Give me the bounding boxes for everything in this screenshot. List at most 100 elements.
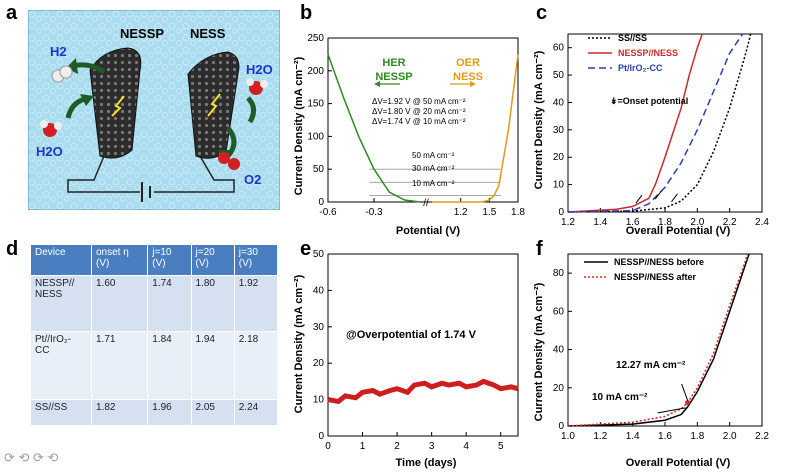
b-l30: 30 mA cm⁻²: [412, 164, 455, 173]
b-dv3: ΔV=1.74 V @ 10 mA cm⁻²: [372, 117, 466, 126]
cell: 1.71: [90, 331, 149, 400]
x-tick-label: 1.2: [561, 217, 575, 228]
f-annot2: 10 mA cm⁻²: [592, 392, 648, 403]
series-line-1: [567, 253, 749, 427]
b-dv2: ΔV=1.80 V @ 20 mA cm⁻²: [372, 107, 466, 116]
cell: 2.05: [190, 399, 235, 426]
cell: 1.84: [147, 331, 192, 400]
x-tick-label: 2: [394, 441, 400, 452]
b-ylabel: Current Density (mA cm⁻²): [293, 56, 305, 195]
x-tick-label: 3: [429, 441, 435, 452]
y-tick-label: 0: [318, 197, 324, 208]
x-tick-label: 2.2: [723, 217, 737, 228]
x-tick-label: 0: [325, 441, 331, 452]
f-xlabel: Overall Potential (V): [626, 457, 731, 469]
oer-arrowhead: [470, 81, 476, 87]
y-tick-label: 40: [553, 97, 565, 108]
y-tick-label: 0: [558, 421, 564, 432]
e-xlabel: Time (days): [396, 457, 457, 469]
y-tick-label: 40: [313, 285, 325, 296]
series-line-2: [567, 33, 744, 213]
f-ylabel: Current Density (mA cm⁻²): [533, 282, 545, 421]
col-j10: j=10 (V): [147, 244, 192, 276]
b-l50: 50 mA cm⁻²: [412, 151, 455, 160]
her-arrowhead: [374, 81, 380, 87]
y-tick-label: 10: [313, 395, 325, 406]
series-line-oer: [432, 54, 519, 203]
cell: 1.96: [147, 399, 192, 426]
cell: 1.94: [190, 331, 235, 400]
y-tick-label: 50: [553, 70, 565, 81]
panel-label-a: a: [6, 2, 18, 24]
c-annotation: ↡=Onset potential: [610, 96, 688, 106]
series-line-0: [567, 33, 752, 213]
b-oer: OER: [456, 57, 480, 69]
y-tick-label: 200: [307, 66, 324, 77]
chart-c: 1.2 1.4 1.6 1.8 2.0 2.2 2.4 0 10 20 30 40 50 60 SS//SS…: [533, 33, 769, 237]
y-tick-label: 40: [553, 345, 565, 356]
label-nessp: NESSP: [120, 26, 164, 41]
cell: 1.80: [190, 275, 235, 332]
cell: 1.92: [233, 275, 279, 332]
e-ylabel: Current Density (mA cm⁻²): [293, 274, 305, 413]
label-h2o-right: H2O: [246, 62, 273, 77]
x-tick-label: 1.2: [593, 431, 607, 442]
x-tick-label: 5: [498, 441, 504, 452]
y-tick-label: 100: [307, 131, 324, 142]
y-tick-label: 50: [313, 164, 325, 175]
y-tick-label: 0: [318, 431, 324, 442]
panel-label-e: e: [300, 238, 312, 260]
panel-label-c: c: [536, 2, 548, 24]
y-tick-label: 30: [313, 322, 325, 333]
cell: 1.60: [90, 275, 149, 332]
col-device: Device: [30, 244, 92, 276]
x-tick-label: 2.0: [723, 431, 737, 442]
y-tick-label: 50: [313, 249, 325, 260]
x-tick-label: 2.2: [755, 431, 769, 442]
label-ness: NESS: [190, 26, 226, 41]
cell: Pt//IrO₂- CC: [30, 331, 92, 400]
series-line-her: [327, 54, 421, 203]
label-o2: O2: [244, 172, 261, 187]
y-tick-label: 60: [553, 306, 565, 317]
onset-arrow: [671, 193, 678, 203]
c-xlabel: Overall Potential (V): [626, 225, 731, 237]
cell: 2.24: [233, 399, 279, 426]
b-dv1: ΔV=1.92 V @ 50 mA cm⁻²: [372, 97, 466, 106]
panel-label-d: d: [6, 238, 19, 260]
nessp-electrode: [89, 47, 142, 159]
x-tick-label: 1: [360, 441, 366, 452]
panel-label-f: f: [536, 238, 543, 260]
legend-label: NESSP//NESS after: [614, 272, 697, 282]
b-her: HER: [382, 57, 405, 69]
watermark: ⟳ ⟲ ⟳ ⟲: [4, 450, 59, 465]
x-tick-label: 1.4: [626, 431, 640, 442]
x-tick-label: 1.6: [658, 431, 672, 442]
y-tick-label: 20: [313, 358, 325, 369]
axis-break: //: [423, 198, 429, 209]
onset-arrow: [635, 194, 643, 204]
x-tick-label: -0.6: [319, 207, 337, 218]
y-tick-label: 60: [553, 43, 565, 54]
device-table: Device onset η (V) j=10 (V) j=20 (V) j=3…: [30, 244, 279, 426]
series-line-0: [327, 378, 519, 405]
annot-arrow-2: [657, 407, 686, 414]
legend-label: NESSP//NESS before: [614, 257, 704, 267]
annot-arrow-1: [681, 383, 689, 401]
panel-label-b: b: [300, 2, 313, 24]
table-row: SS//SS 1.82 1.96 2.05 2.24: [30, 399, 279, 426]
legend-label: SS//SS: [618, 33, 647, 43]
y-tick-label: 20: [553, 152, 565, 163]
series-line-1: [567, 33, 703, 213]
series-line-0: [567, 253, 750, 427]
chart-b: // -0.6 -0.3 1.2 1.5 1.8 0 50 100 150 200 250 Curre…: [293, 33, 525, 237]
x-tick-label: -0.3: [365, 207, 383, 218]
c-ylabel: Current Density (mA cm⁻²): [533, 50, 545, 189]
b-xlabel: Potential (V): [396, 225, 461, 237]
y-tick-label: 80: [553, 268, 565, 279]
legend-label: Pt/IrO₂-CC: [618, 63, 663, 73]
x-tick-label: 1.6: [626, 217, 640, 228]
plot-frame: [327, 253, 519, 437]
onset-arrow: [654, 190, 662, 200]
